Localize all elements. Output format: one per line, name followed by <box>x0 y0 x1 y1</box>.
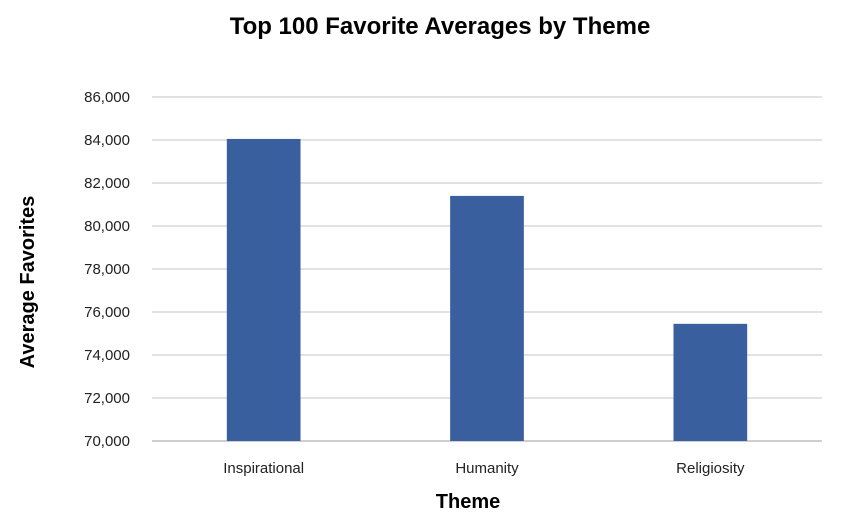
bar-humanity <box>450 195 524 441</box>
y-tick-label: 82,000 <box>84 175 130 192</box>
y-tick-label: 74,000 <box>84 347 130 364</box>
x-tick-label: Humanity <box>455 460 519 477</box>
y-tick-label: 70,000 <box>84 433 130 450</box>
bar-religiosity <box>673 323 748 441</box>
y-tick-label: 78,000 <box>84 261 130 278</box>
y-tick-label: 76,000 <box>84 304 130 321</box>
x-tick-label: Inspirational <box>223 460 304 477</box>
y-axis-ticks: 70,000 72,000 74,000 76,000 78,000 80,000 82,0… <box>84 89 130 450</box>
x-tick-label: Religiosity <box>676 460 745 477</box>
y-axis-title: Average Favorites <box>17 196 39 369</box>
x-axis-title: Theme <box>436 491 500 513</box>
y-tick-label: 72,000 <box>84 390 130 407</box>
bar-inspirational <box>226 138 301 442</box>
y-tick-label: 80,000 <box>84 218 130 235</box>
y-tick-label: 84,000 <box>84 132 130 149</box>
bars <box>226 138 748 442</box>
chart-title: Top 100 Favorite Averages by Theme <box>230 13 651 40</box>
x-axis-categories: Inspirational Humanity Religiosity <box>223 460 745 477</box>
y-tick-label: 86,000 <box>84 89 130 106</box>
